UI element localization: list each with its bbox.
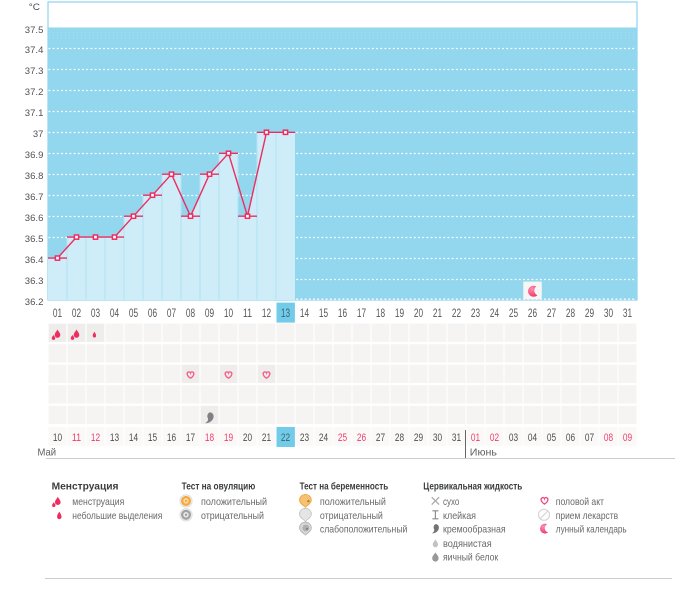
svg-text:половой акт: половой акт (556, 496, 604, 508)
svg-text:20: 20 (243, 432, 252, 444)
svg-text:Май: Май (38, 447, 57, 459)
svg-text:03: 03 (509, 432, 518, 444)
svg-text:слабоположительный: слабоположительный (320, 524, 408, 536)
svg-text:07: 07 (585, 432, 594, 444)
svg-text:25: 25 (509, 308, 518, 320)
svg-text:27: 27 (547, 308, 556, 320)
svg-text:04: 04 (528, 432, 537, 444)
svg-text:10: 10 (53, 432, 62, 444)
svg-text:Июнь: Июнь (470, 447, 498, 459)
svg-text:36.8: 36.8 (25, 171, 44, 181)
svg-text:Тест на овуляцию: Тест на овуляцию (182, 482, 256, 493)
svg-text:положительный: положительный (320, 496, 386, 508)
svg-text:°C: °C (29, 2, 40, 13)
svg-text:26: 26 (357, 432, 366, 444)
svg-text:отрицательный: отрицательный (201, 510, 264, 522)
svg-text:28: 28 (395, 432, 404, 444)
svg-text:13: 13 (110, 432, 119, 444)
svg-text:11: 11 (72, 432, 81, 444)
svg-text:16: 16 (167, 432, 176, 444)
svg-text:36.3: 36.3 (25, 276, 44, 286)
svg-text:18: 18 (205, 432, 214, 444)
svg-text:01: 01 (471, 432, 480, 444)
svg-text:19: 19 (224, 432, 233, 444)
svg-text:36.9: 36.9 (25, 150, 44, 160)
svg-text:05: 05 (129, 308, 138, 320)
svg-text:20: 20 (414, 308, 423, 320)
svg-text:36.7: 36.7 (25, 192, 44, 202)
svg-text:кремообразная: кремообразная (443, 524, 506, 536)
svg-text:18: 18 (376, 308, 385, 320)
svg-text:37.3: 37.3 (25, 66, 44, 76)
svg-text:36.6: 36.6 (25, 213, 44, 223)
svg-text:15: 15 (148, 432, 157, 444)
svg-text:29: 29 (414, 432, 423, 444)
svg-text:28: 28 (566, 308, 575, 320)
svg-text:02: 02 (72, 308, 81, 320)
svg-text:21: 21 (433, 308, 442, 320)
svg-text:21: 21 (262, 432, 271, 444)
svg-text:менструация: менструация (72, 496, 124, 508)
svg-text:22: 22 (452, 308, 461, 320)
svg-text:24: 24 (490, 308, 500, 320)
svg-text:29: 29 (585, 308, 594, 320)
svg-text:Менструация: Менструация (52, 482, 119, 493)
svg-text:37.2: 37.2 (25, 87, 44, 97)
svg-text:37.4: 37.4 (25, 45, 44, 55)
svg-text:10: 10 (224, 308, 233, 320)
svg-text:сухо: сухо (443, 496, 459, 508)
svg-text:30: 30 (604, 308, 613, 320)
svg-text:23: 23 (471, 308, 480, 320)
svg-text:отрицательный: отрицательный (320, 510, 383, 522)
svg-text:06: 06 (566, 432, 575, 444)
svg-text:23: 23 (300, 432, 309, 444)
svg-text:Цервикальная жидкость: Цервикальная жидкость (423, 482, 522, 493)
svg-text:26: 26 (528, 308, 537, 320)
svg-text:лунный календарь: лунный календарь (556, 524, 627, 536)
svg-text:31: 31 (452, 432, 461, 444)
svg-text:16: 16 (338, 308, 347, 320)
svg-text:17: 17 (357, 308, 366, 320)
svg-text:09: 09 (623, 432, 632, 444)
svg-text:15: 15 (319, 308, 328, 320)
svg-text:37.1: 37.1 (25, 108, 44, 118)
svg-text:37.5: 37.5 (25, 25, 44, 35)
svg-text:07: 07 (167, 308, 176, 320)
svg-text:04: 04 (110, 308, 120, 320)
svg-text:36.2: 36.2 (25, 297, 44, 307)
svg-text:01: 01 (53, 308, 62, 320)
svg-text:02: 02 (490, 432, 499, 444)
svg-text:12: 12 (91, 432, 100, 444)
svg-text:14: 14 (300, 308, 310, 320)
svg-text:Тест на беременность: Тест на беременность (300, 481, 389, 493)
svg-text:яичный белок: яичный белок (443, 552, 499, 564)
svg-text:клейкая: клейкая (443, 510, 476, 522)
svg-text:14: 14 (129, 432, 138, 444)
svg-text:27: 27 (376, 432, 385, 444)
svg-text:12: 12 (262, 308, 271, 320)
svg-text:19: 19 (395, 308, 404, 320)
svg-text:13: 13 (281, 308, 290, 320)
svg-text:водянистая: водянистая (443, 538, 492, 550)
svg-text:17: 17 (186, 432, 195, 444)
svg-text:06: 06 (148, 308, 157, 320)
svg-text:03: 03 (91, 308, 100, 320)
svg-text:31: 31 (623, 308, 632, 320)
svg-text:37: 37 (33, 129, 44, 139)
svg-text:05: 05 (547, 432, 556, 444)
svg-text:положительный: положительный (201, 496, 267, 508)
svg-text:36.4: 36.4 (25, 255, 44, 265)
svg-text:24: 24 (319, 432, 328, 444)
svg-text:36.5: 36.5 (25, 234, 44, 244)
svg-text:22: 22 (281, 432, 290, 444)
svg-text:25: 25 (338, 432, 347, 444)
svg-text:08: 08 (604, 432, 613, 444)
svg-text:небольшие выделения: небольшие выделения (72, 510, 162, 522)
svg-text:11: 11 (243, 308, 252, 320)
svg-text:прием лекарств: прием лекарств (556, 510, 619, 522)
svg-text:08: 08 (186, 308, 195, 320)
svg-text:30: 30 (433, 432, 442, 444)
svg-text:09: 09 (205, 308, 214, 320)
